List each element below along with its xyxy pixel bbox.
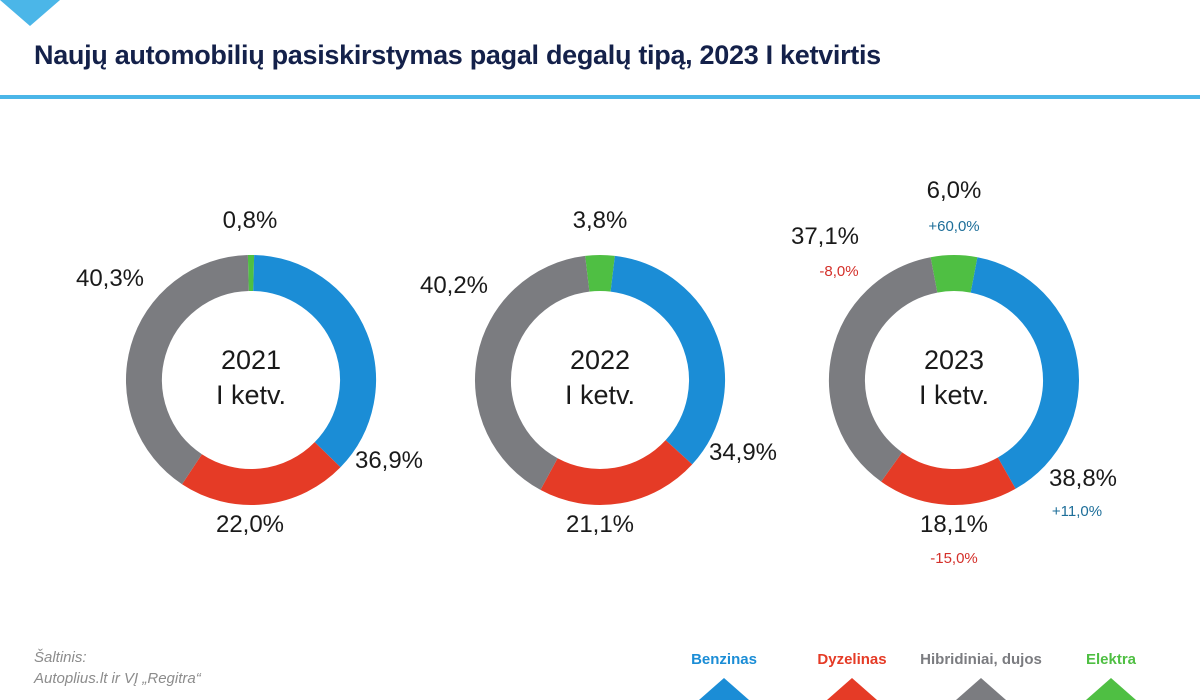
chart-title: Naujų automobilių pasiskirstymas pagal d… [34, 40, 881, 70]
legend-label-dyzelinas: Dyzelinas [817, 651, 887, 668]
donut-3-label-benzinas: 38,8% [1049, 465, 1117, 492]
legend-swatch-elektra [1086, 678, 1136, 700]
donut-3-label-dyzelinas: 18,1% [920, 511, 988, 538]
source-text: Autoplius.lt ir VĮ „Regitra“ [34, 670, 201, 687]
donut-3-change-dyzelinas: -15,0% [930, 550, 978, 567]
donut-2-segment-hibridiniai [475, 255, 590, 490]
legend-label-benzinas: Benzinas [691, 651, 757, 668]
donut-1-label-elektra: 0,8% [223, 207, 278, 234]
donut-2-label-dyzelinas: 21,1% [566, 511, 634, 538]
title-divider [0, 95, 1200, 99]
donut-3-change-hibridiniai: -8,0% [819, 263, 858, 280]
source-heading: Šaltinis: [34, 649, 87, 666]
donut-2-segment-benzinas [610, 255, 725, 465]
donut-2-label-benzinas: 34,9% [709, 439, 777, 466]
donut-2-label-elektra: 3,8% [573, 207, 628, 234]
donut-2-segment-elektra [585, 255, 615, 292]
legend-swatch-benzinas [699, 678, 749, 700]
donut-2-center-label: 2022 I ketv. [565, 345, 635, 410]
legend-swatch-hibridiniai [956, 678, 1006, 700]
donut-3-segment-benzinas [970, 257, 1079, 489]
donut-3-segment-hibridiniai [829, 257, 938, 482]
donut-3-segment-elektra [930, 255, 978, 293]
donut-3-label-elektra: 6,0% [927, 177, 982, 204]
donut-1-segment-dyzelinas [182, 441, 341, 505]
donut-3-label-hibridiniai: 37,1% [791, 223, 859, 250]
donut-3-change-elektra: +60,0% [928, 218, 979, 235]
donut-1-segment-hibridiniai [126, 255, 250, 485]
donut-3-center-label: 2023 I ketv. [919, 345, 989, 410]
donut-1-label-hibridiniai: 40,3% [76, 265, 144, 292]
donut-2-segment-dyzelinas [540, 439, 693, 505]
donut-3-change-benzinas: +11,0% [1052, 503, 1102, 520]
legend-label-elektra: Elektra [1085, 651, 1137, 668]
donut-1-center-label: 2021 I ketv. [216, 345, 286, 410]
donut-1-label-dyzelinas: 22,0% [216, 511, 284, 538]
corner-triangle-decoration [0, 0, 60, 26]
legend-label-hibridiniai: Hibridiniai, dujos [920, 651, 1042, 668]
donut-1-segment-benzinas [252, 255, 376, 468]
legend-swatch-dyzelinas [827, 678, 877, 700]
source-note: Šaltinis: Autoplius.lt ir VĮ „Regitra“ [34, 647, 201, 689]
donut-1-label-benzinas: 36,9% [355, 447, 423, 474]
donut-2-label-hibridiniai: 40,2% [420, 272, 488, 299]
donut-3-segment-dyzelinas [881, 452, 1016, 505]
